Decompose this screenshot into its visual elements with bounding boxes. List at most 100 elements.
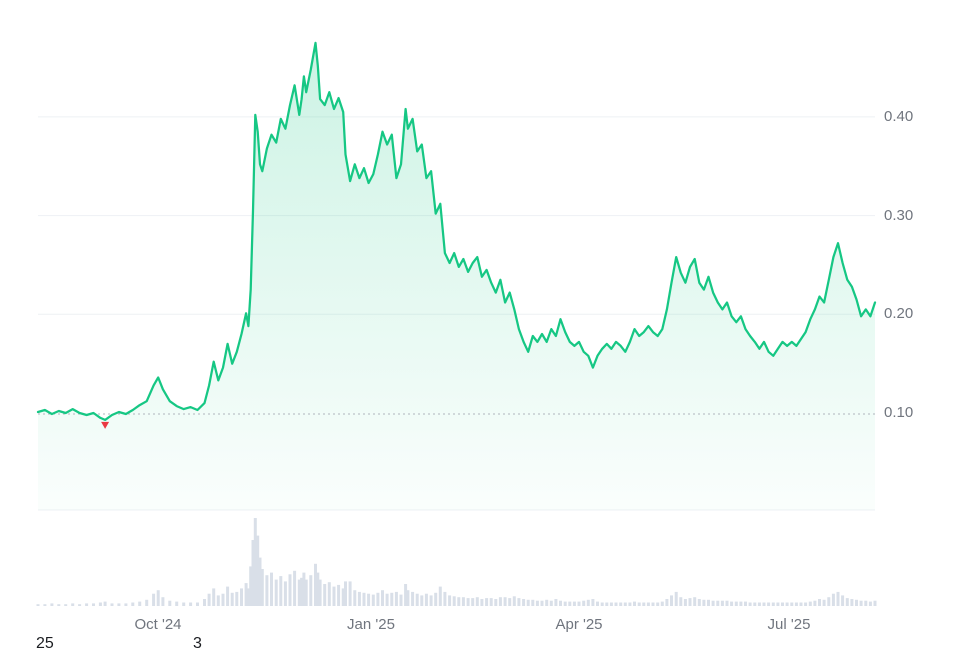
volume-bar <box>855 599 858 606</box>
volume-bar <box>656 602 660 606</box>
volume-bar <box>279 576 283 606</box>
volume-bar <box>226 586 230 606</box>
volume-bar <box>152 593 156 606</box>
volume-bar <box>318 579 322 606</box>
volume-bar <box>864 600 868 606</box>
volume-bar <box>767 602 771 606</box>
volume-bar <box>293 570 297 606</box>
volume-bar <box>503 597 507 606</box>
volume-bar <box>808 601 812 606</box>
volume-bar <box>344 581 347 606</box>
volume-bar <box>404 584 408 606</box>
volume-bar <box>399 594 403 606</box>
volume-bar <box>323 584 327 606</box>
volume-bar <box>235 591 239 606</box>
volume-bar <box>494 599 498 606</box>
volume-bar <box>240 588 243 606</box>
volume-bar <box>485 598 489 606</box>
volume-bar <box>376 592 380 606</box>
volume-bar <box>827 597 831 606</box>
volume-bar <box>545 599 549 606</box>
volume-bar <box>707 599 710 606</box>
volume-bar <box>221 593 225 606</box>
volume-bar <box>461 597 465 606</box>
volume-bar <box>711 600 715 606</box>
volume-bar <box>85 603 89 606</box>
volume-bar <box>71 603 75 606</box>
volume-bar <box>300 577 304 606</box>
volume-bar <box>168 600 172 606</box>
volume-bar <box>429 595 433 606</box>
volume-bar <box>720 600 724 606</box>
volume-bar <box>260 569 264 606</box>
volume-bar <box>43 604 47 606</box>
volume-bar <box>831 593 835 606</box>
volume-bar <box>600 602 604 606</box>
volume-bar <box>314 563 317 606</box>
volume-bar <box>316 572 320 606</box>
volume-bar <box>270 572 273 606</box>
volume-bar <box>203 599 206 606</box>
volume-bar <box>623 602 627 606</box>
price-line <box>36 41 877 422</box>
volume-bar <box>790 602 794 606</box>
volume-bar <box>540 600 544 606</box>
volume-bar <box>605 602 609 606</box>
volume-bar <box>415 593 419 606</box>
volume-bar <box>98 602 102 606</box>
volume-bar <box>362 592 366 606</box>
volume-bar <box>665 599 669 606</box>
volume-bar <box>739 601 743 606</box>
low-point-marker <box>101 421 110 429</box>
volume-bar <box>531 599 535 606</box>
volume-bar <box>92 603 95 606</box>
volume-bar <box>609 602 613 606</box>
volume-bar <box>212 588 216 606</box>
volume-bar <box>651 602 655 606</box>
volume-bar <box>526 599 530 606</box>
volume-bar <box>246 588 250 606</box>
volume-bar <box>457 597 461 606</box>
volume-bar <box>554 599 558 606</box>
volume-bar <box>327 582 331 606</box>
volume-bar <box>873 600 877 606</box>
volume-bar <box>288 574 292 606</box>
volume-bar <box>332 586 336 606</box>
volume-bar <box>512 596 516 606</box>
volume-bar <box>302 572 306 606</box>
volume-bar <box>596 601 599 606</box>
volume-bar <box>845 598 849 606</box>
x-tick-label: Jul '25 <box>767 616 811 633</box>
y-tick-label: 0.20 <box>884 305 914 322</box>
volume-bar <box>394 591 398 606</box>
volume-bar <box>466 598 470 606</box>
volume-bar <box>586 599 590 606</box>
volume-bar <box>424 593 428 606</box>
volume-bar <box>804 602 808 606</box>
volume-bar <box>776 602 780 606</box>
volume-bar <box>337 584 341 606</box>
volume-bar <box>572 601 576 606</box>
volume-bar <box>748 602 752 606</box>
volume-bar <box>646 602 650 606</box>
volume-bar <box>434 592 438 606</box>
volume-bar <box>781 602 784 606</box>
volume-bar <box>702 599 706 606</box>
volume-bar <box>628 602 632 606</box>
volume-bar <box>563 601 567 606</box>
volume-bar <box>753 602 757 606</box>
volume-bar <box>207 593 211 606</box>
volume-bar <box>794 602 798 606</box>
volume-bar <box>559 600 562 606</box>
volume-bar <box>730 601 734 606</box>
volume-bar <box>522 599 526 606</box>
volume-bar <box>757 602 761 606</box>
volume-bar <box>78 604 82 606</box>
volume-bar <box>297 579 301 606</box>
volume-bar <box>244 583 248 606</box>
volume-bar <box>348 581 352 606</box>
volume-bar <box>734 601 738 606</box>
volume-bar <box>619 602 623 606</box>
